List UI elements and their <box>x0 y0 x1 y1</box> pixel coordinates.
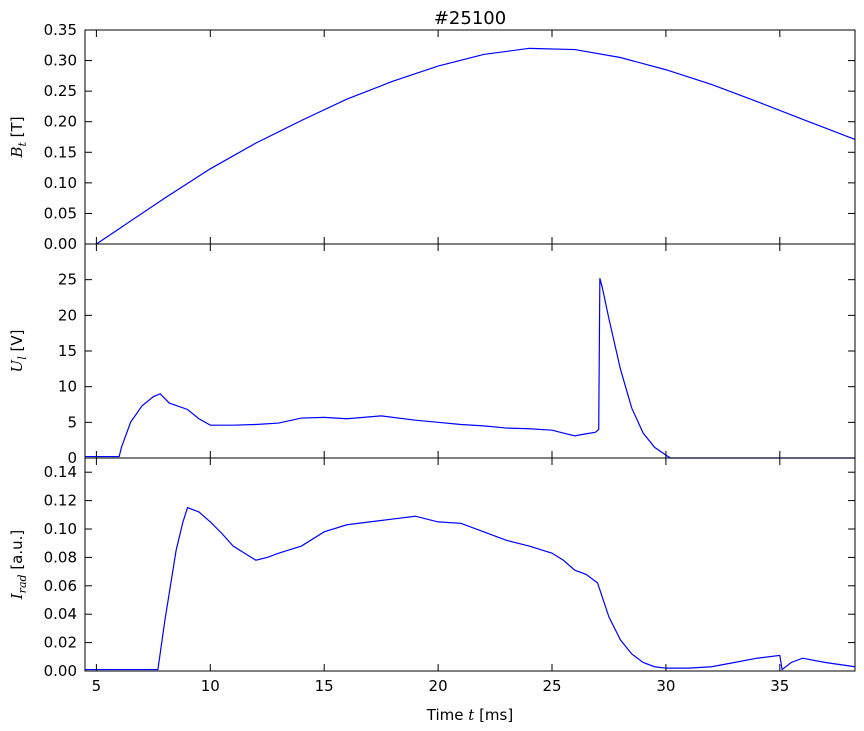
panel-bt: 0.00 0.05 0.10 0.15 0.20 0.25 0.30 0.35 Bt [T] <box>8 21 856 253</box>
chart-title: #25100 <box>434 8 506 29</box>
x-tick-label: 10 <box>201 677 220 695</box>
y-tick-label-irad: 0.14 <box>44 463 77 481</box>
plot-frame-ul <box>84 243 856 459</box>
y-tick-label-bt: 0.15 <box>44 143 77 161</box>
y-tick-label-irad: 0.04 <box>44 605 77 623</box>
y-tick-label-bt: 0.35 <box>44 21 77 39</box>
series-line-bt <box>96 47 856 245</box>
plot-frame-irad <box>84 457 856 672</box>
y-tick-label-bt: 0.20 <box>44 113 77 131</box>
y-tick-label-bt: 0.05 <box>44 204 77 222</box>
x-tick-label: 35 <box>770 677 789 695</box>
y-tick-label-bt: 0.10 <box>44 174 77 192</box>
y-tick-label-bt: 0.00 <box>44 235 77 253</box>
y-tick-label-bt: 0.30 <box>44 52 77 70</box>
y-tick-label-irad: 0.00 <box>44 662 77 680</box>
series-line-irad <box>85 506 856 671</box>
panel-irad: 0.00 0.02 0.04 0.06 0.08 0.10 0.12 0.14 Irad [a.… <box>8 457 856 680</box>
y-tick-label-bt: 0.25 <box>44 82 77 100</box>
y-tick-label-ul: 10 <box>58 378 77 396</box>
y-tick-label-irad: 0.02 <box>44 634 77 652</box>
y-tick-label-irad: 0.06 <box>44 577 77 595</box>
x-tick-label: 15 <box>315 677 334 695</box>
y-axis-label-bt: Bt [T] <box>8 116 29 158</box>
panel-ul: 0 5 10 15 20 25 Ul [V] <box>8 243 856 467</box>
x-tick-label: 5 <box>92 677 102 695</box>
plot-frame-bt <box>84 29 856 245</box>
y-tick-label-irad: 0.08 <box>44 548 77 566</box>
y-tick-label-ul: 20 <box>58 306 77 324</box>
y-tick-label-ul: 25 <box>58 271 77 289</box>
x-tick-label: 25 <box>542 677 561 695</box>
x-tick-label: 20 <box>429 677 448 695</box>
series-line-ul <box>85 278 855 459</box>
y-tick-label-irad: 0.10 <box>44 520 77 538</box>
panels: 0.00 0.05 0.10 0.15 0.20 0.25 0.30 0.35 Bt [T] 0 5… <box>8 21 856 695</box>
y-axis-label-ul: Ul [V] <box>8 330 29 373</box>
y-tick-label-ul: 0 <box>67 449 77 467</box>
x-tick-label: 30 <box>656 677 675 695</box>
y-tick-label-ul: 5 <box>67 413 77 431</box>
y-axis-label-irad: Irad [a.u.] <box>8 530 29 601</box>
x-axis-label: Time t [ms] <box>426 706 513 724</box>
y-tick-label-ul: 15 <box>58 342 77 360</box>
y-tick-label-irad: 0.12 <box>44 492 77 510</box>
